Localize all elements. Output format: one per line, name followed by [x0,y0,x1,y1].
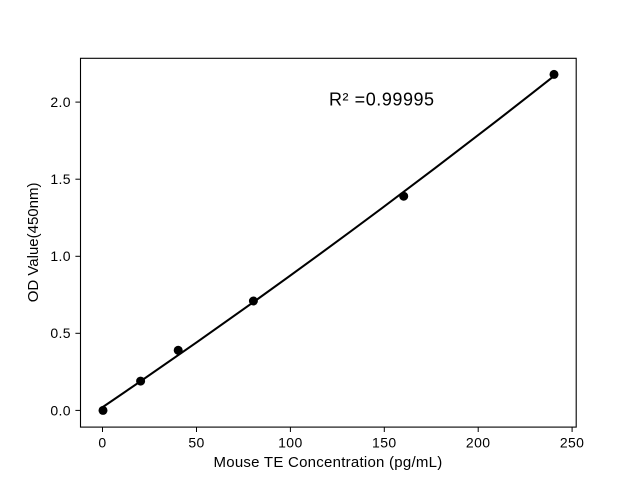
svg-text:OD Value(450nm): OD Value(450nm) [25,183,42,303]
svg-text:2.0: 2.0 [50,94,71,110]
svg-text:1.5: 1.5 [50,171,71,187]
svg-text:0.5: 0.5 [50,325,71,341]
svg-text:0.0: 0.0 [50,402,71,418]
svg-text:100: 100 [278,434,303,450]
svg-text:250: 250 [560,434,585,450]
svg-text:200: 200 [466,434,491,450]
svg-text:0: 0 [98,434,106,450]
svg-text:R² =0.99995: R² =0.99995 [329,89,435,109]
svg-text:Mouse TE Concentration (pg/mL): Mouse TE Concentration (pg/mL) [214,454,443,471]
svg-text:50: 50 [188,434,204,450]
svg-text:1.0: 1.0 [50,248,71,264]
svg-text:150: 150 [372,434,397,450]
